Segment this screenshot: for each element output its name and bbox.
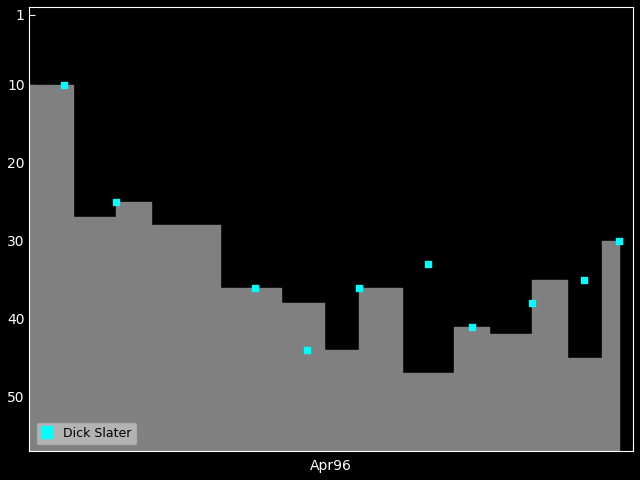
Point <box>111 198 121 206</box>
Point <box>527 300 538 307</box>
Point <box>250 284 260 291</box>
Point <box>423 261 433 268</box>
Point <box>467 323 477 331</box>
Point <box>614 237 624 245</box>
Point <box>59 81 69 89</box>
Point <box>354 284 364 291</box>
Point <box>579 276 589 284</box>
Point <box>302 346 312 354</box>
X-axis label: Apr96: Apr96 <box>310 459 352 473</box>
Legend: Dick Slater: Dick Slater <box>36 422 136 445</box>
